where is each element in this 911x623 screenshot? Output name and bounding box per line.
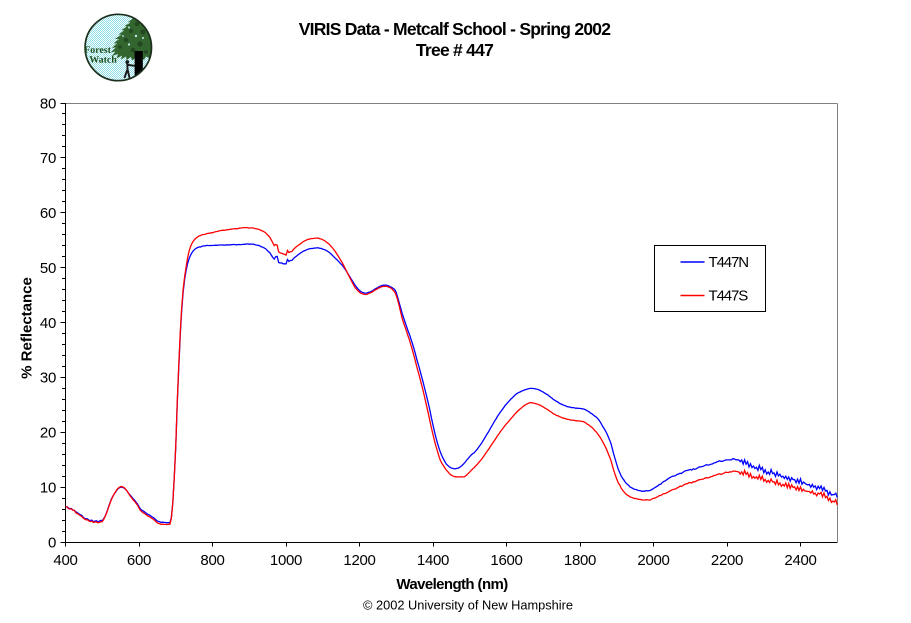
svg-text:1000: 1000	[270, 552, 302, 569]
svg-text:20: 20	[40, 425, 56, 442]
svg-text:Wavelength (nm): Wavelength (nm)	[396, 576, 508, 593]
svg-text:T447N: T447N	[709, 254, 749, 271]
svg-text:% Reflectance: % Reflectance	[19, 277, 36, 379]
svg-text:600: 600	[127, 552, 151, 569]
svg-text:1800: 1800	[564, 552, 596, 569]
svg-text:60: 60	[40, 205, 56, 222]
svg-text:T447S: T447S	[709, 288, 749, 305]
svg-text:70: 70	[40, 150, 56, 167]
svg-text:1600: 1600	[490, 552, 522, 569]
svg-text:80: 80	[40, 95, 56, 112]
svg-text:2200: 2200	[711, 552, 743, 569]
svg-text:50: 50	[40, 260, 56, 277]
svg-text:© 2002 University of New Hamps: © 2002 University of New Hampshire	[363, 598, 573, 613]
svg-text:2400: 2400	[784, 552, 816, 569]
svg-text:VIRIS Data - Metcalf School -: VIRIS Data - Metcalf School - Spring 200…	[299, 19, 612, 39]
svg-text:2000: 2000	[637, 552, 669, 569]
svg-text:400: 400	[53, 552, 77, 569]
svg-text:40: 40	[40, 315, 56, 332]
svg-text:0: 0	[48, 534, 56, 551]
svg-text:30: 30	[40, 370, 56, 387]
svg-text:Tree # 447: Tree # 447	[416, 40, 493, 60]
svg-text:1400: 1400	[417, 552, 449, 569]
svg-text:1200: 1200	[343, 552, 375, 569]
svg-text:800: 800	[200, 552, 224, 569]
svg-text:10: 10	[40, 479, 56, 496]
